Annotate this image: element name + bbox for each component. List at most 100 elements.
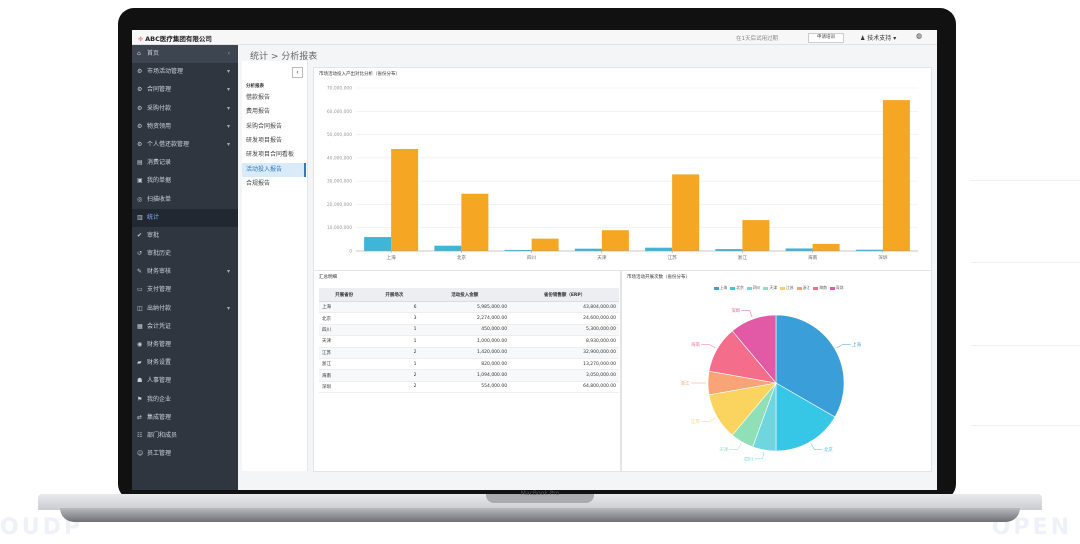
x-tick-label: 深圳	[878, 254, 888, 261]
bar[interactable]	[645, 247, 673, 251]
sidebar-item[interactable]: ▭ 支付管理	[132, 281, 238, 299]
bar[interactable]	[574, 248, 602, 251]
collapse-subnav-button[interactable]: ‹	[292, 67, 303, 78]
pie-slice[interactable]	[731, 314, 777, 384]
sidebar-item[interactable]: ⚙ 物资领用 ▾	[132, 118, 238, 136]
sidebar-item[interactable]: ▰ 财务设置	[132, 354, 238, 372]
bar[interactable]	[742, 220, 770, 251]
sidebar-item-label: 我的企业	[147, 395, 172, 403]
sidebar-item[interactable]: ☗ 人事管理	[132, 372, 238, 390]
table-cell: 24,600,000.00	[510, 312, 619, 325]
subnav-item[interactable]: 活动投入报告	[242, 162, 306, 177]
legend-label[interactable]: 深圳	[835, 285, 844, 290]
apply-training-button[interactable]: 申请培训	[808, 33, 844, 43]
legend-label[interactable]: 四川	[752, 285, 761, 290]
sidebar-item-label: 出纳付款	[147, 304, 172, 312]
bar[interactable]	[461, 193, 489, 251]
legend-label[interactable]: 北京	[736, 285, 744, 290]
bar[interactable]	[672, 174, 700, 251]
sidebar-item[interactable]: ▣ 我的单据	[132, 172, 238, 190]
sidebar-item[interactable]: ◎ 扫描收单	[132, 191, 238, 209]
legend-label[interactable]: 江苏	[786, 285, 794, 290]
laptop-notch	[486, 494, 594, 503]
pie-label-line	[836, 344, 851, 349]
sidebar-item[interactable]: ☺ 员工管理	[132, 445, 238, 463]
legend-label[interactable]: 上海	[719, 285, 728, 290]
pie-slice[interactable]	[775, 314, 845, 418]
x-tick-label: 北京	[457, 254, 467, 261]
sidebar-item[interactable]: ◫ 出纳付款 ▾	[132, 300, 238, 318]
legend-label[interactable]: 天津	[769, 285, 777, 290]
bar[interactable]	[531, 238, 559, 251]
subnav-item[interactable]: 采购合同报告	[246, 122, 283, 130]
legend-label[interactable]: 浙江	[802, 285, 811, 290]
subnav-item[interactable]: 借款报告	[246, 94, 271, 101]
sidebar-item[interactable]: ⚙ 市场活动管理 ▾	[132, 63, 238, 81]
sidebar-item[interactable]: ▤ 消费记录	[132, 154, 238, 172]
legend-label[interactable]: 海南	[819, 285, 827, 290]
chart-icon: ▥	[137, 213, 143, 221]
pie-slice[interactable]	[775, 382, 836, 452]
subnav-item[interactable]: 费用报告	[246, 108, 271, 116]
subnav-item[interactable]: 合规报告	[246, 179, 271, 187]
table-cell: 浙江	[319, 358, 370, 371]
subnav-title: 分析报表	[246, 84, 264, 89]
app-logo[interactable]: ✤ ABC医疗集团有限公司	[138, 33, 212, 43]
pie-chart-title: 市场活动开展次数（省份分布）	[627, 275, 690, 280]
sidebar-item-label: 审批历史	[147, 250, 172, 258]
chevron-icon: ▾	[226, 68, 230, 76]
gear-icon: ⚙	[137, 86, 143, 94]
table-cell: 8,930,000.00	[510, 335, 619, 348]
sidebar-item[interactable]: ▥ 统计	[132, 208, 238, 227]
pie-slice-label: 江苏	[691, 418, 700, 425]
sidebar-item[interactable]: ⇄ 集成管理	[132, 409, 238, 427]
globe-icon[interactable]: ◍	[916, 32, 923, 40]
sidebar-item[interactable]: ⚙ 个人借还款管理 ▾	[132, 136, 238, 154]
sidebar-item[interactable]: ↺ 审批历史	[132, 245, 238, 263]
x-tick-label: 天津	[597, 254, 607, 261]
subnav-item[interactable]: 研发项目报告	[246, 136, 283, 144]
sidebar-item[interactable]: ⌂ 首页 ‹	[132, 45, 238, 64]
table-cell: 1,094,000.00	[419, 369, 511, 382]
bar-chart-panel: 市场活动投入产出对比分析（省份分布） 0 10,000,000 20,000,000…	[313, 67, 932, 271]
sidebar-item[interactable]: ⚙ 合同管理 ▾	[132, 81, 238, 99]
bar[interactable]	[364, 237, 392, 251]
bar[interactable]	[434, 245, 462, 251]
table-cell: 64,800,000.00	[510, 381, 619, 394]
sidebar-item[interactable]: ◉ 财务管理	[132, 336, 238, 354]
pie-label-line	[810, 443, 823, 450]
y-tick-label: 50,000,000	[327, 132, 352, 138]
table-cell: 3,050,000.00	[510, 369, 619, 382]
sidebar-item[interactable]: ✔ 审批	[132, 227, 238, 245]
table-header[interactable]: 省份销售额（ERP）	[510, 288, 619, 302]
table-cell: 6	[369, 301, 420, 314]
support-menu[interactable]: ♟ 技术支持 ▾	[860, 33, 896, 42]
bar[interactable]	[882, 100, 910, 251]
sidebar-item[interactable]: ⚑ 我的企业	[132, 391, 238, 409]
pie-label-line	[701, 417, 716, 422]
sidebar-item-label: 扫描收单	[147, 195, 172, 203]
table-row: 四川 1 450,000.00 5,300,000.00	[319, 324, 619, 337]
subnav-item[interactable]: 研发项目合同看板	[246, 151, 295, 159]
chevron-icon: ▾	[226, 268, 230, 276]
bar[interactable]	[785, 248, 813, 251]
x-tick-label: 上海	[387, 254, 397, 261]
bar[interactable]	[601, 230, 629, 251]
legend-swatch	[730, 286, 736, 290]
bar[interactable]	[855, 249, 883, 251]
sidebar-item-label: 集成管理	[147, 413, 172, 421]
finance-icon: ◉	[137, 341, 143, 348]
sidebar-item[interactable]: ▦ 会计凭证	[132, 318, 238, 336]
sidebar-item[interactable]: ☷ 部门和成员	[132, 427, 238, 445]
bar[interactable]	[715, 249, 743, 251]
bar[interactable]	[391, 148, 419, 251]
y-tick-label: 10,000,000	[327, 225, 352, 231]
table-header[interactable]: 活动投入金额	[419, 288, 511, 302]
table-header[interactable]: 开展省份	[319, 288, 370, 302]
sidebar-item[interactable]: ⚙ 采购付款 ▾	[132, 100, 238, 118]
table-header[interactable]: 开展场次	[369, 288, 420, 302]
bar[interactable]	[504, 249, 532, 251]
legend-swatch	[813, 286, 819, 290]
sidebar-item[interactable]: ✎ 财务审核 ▾	[132, 263, 238, 281]
bar[interactable]	[812, 243, 840, 251]
